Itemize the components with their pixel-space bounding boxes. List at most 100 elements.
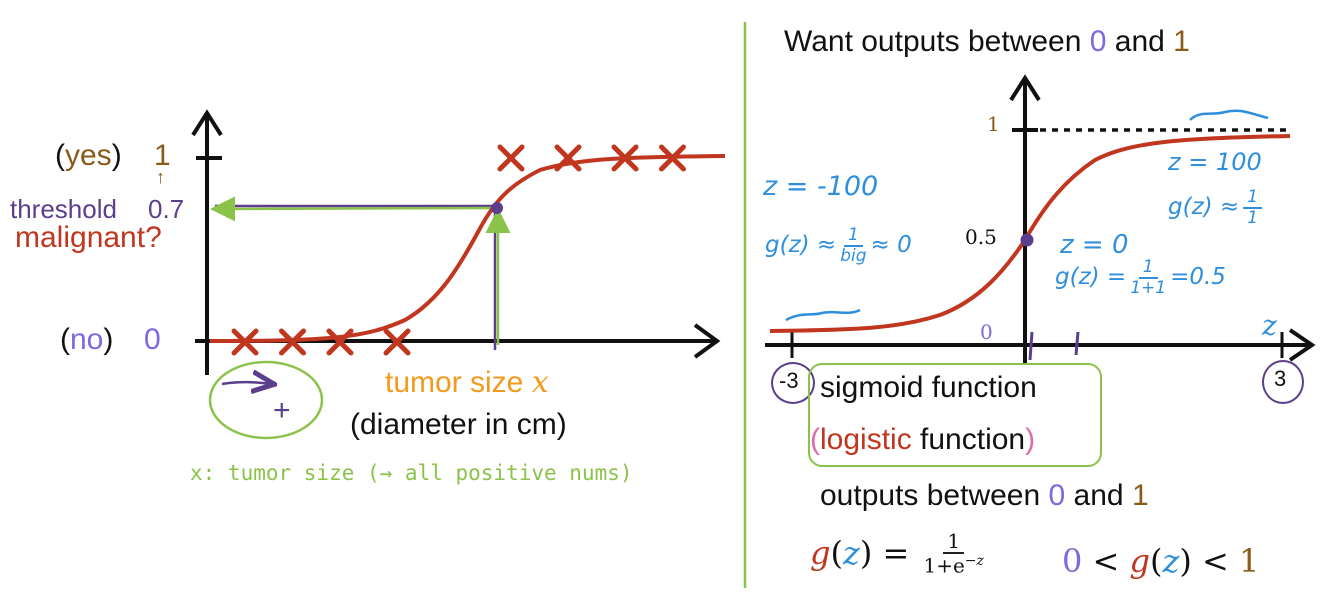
yes-value: 1 [154,139,171,172]
outputs-zero: 0 [1048,479,1066,512]
z-zero-note: z = 0 [1060,230,1129,260]
g-zero-right: =0.5 [1170,264,1226,291]
sigmoid-box [808,363,1102,467]
tumor-size-note: x: tumor size (→ all positive nums) [190,461,633,485]
g-pos-den: 1 [1247,207,1259,228]
positive-arrow [221,382,272,384]
sigmoid-midpoint [1020,233,1034,247]
left-logistic-curve [209,154,726,343]
title-pre: Want outputs between [784,25,1090,58]
yes-open: ( [55,139,65,172]
g-neg-left: g(z) ≈ [765,232,837,259]
g-neg-note: g(z) ≈ 1 big ≈ 0 [765,226,912,265]
threshold-point [491,202,503,214]
axis-z-label: z [1262,309,1277,342]
g-neg-num: 1 [843,226,863,247]
left-x-arrowhead [693,323,721,359]
neg3-circle [771,362,815,404]
g-zero-num: 1 [1138,258,1158,279]
threshold-value: 0.7 [148,194,185,224]
tick-one-label: 1 [987,112,1000,136]
formula-den-base: 1+e [923,553,965,578]
purple-tick-1 [1074,331,1080,356]
threshold-label: threshold [10,194,117,224]
g-neg-right: ≈ 0 [870,232,912,259]
purple-tick-0 [1028,331,1034,361]
formula-den-exp: −z [964,553,984,569]
no-value: 0 [144,323,161,356]
formula-paren-open: ( [830,534,843,573]
xlabel-units: (diameter in cm) [350,408,567,441]
g-neg-fraction: 1 big [840,226,866,265]
cross-no-1 [279,328,306,356]
outputs-one: 1 [1131,479,1149,512]
range-g: g [1129,542,1150,580]
formula-g: g [810,534,831,573]
pos3-label: 3 [1274,366,1287,391]
g-zero-fraction: 1 1+1 [1130,258,1166,297]
g-pos-num: 1 [1243,188,1263,209]
formula-den: 1+e−z [923,553,984,578]
cross-no-0 [231,328,259,356]
cross-yes-1 [554,144,582,172]
range-zero: 0 [1062,542,1083,580]
formula-eq: = [872,534,920,573]
outputs-and: and [1065,479,1132,512]
formula-z: z [842,534,860,573]
sigmoid-formula: g(z) = 1 1+e−z [810,530,988,577]
yes-label: (yes) [55,141,122,171]
formula-num: 1 [943,530,965,554]
g-zero-left: g(z) = [1055,264,1127,291]
right-title: Want outputs between 0 and 1 [784,27,1190,57]
right-x-arrowhead [1288,328,1316,362]
z-neg100-note: z = -100 [763,171,879,202]
outputs-pre: outputs between [820,479,1049,512]
range-z: z [1162,542,1180,580]
cross-no-3 [383,328,411,356]
range-one: 1 [1238,542,1260,580]
logistic-label: (logistic function) [810,425,1035,455]
g-zero-note: g(z) = 1 1+1 =0.5 [1055,258,1226,297]
right-y-arrowhead [1009,74,1041,102]
right-axes [765,74,1316,365]
z-100-note: z = 100 [1168,148,1262,176]
logistic-close: ) [1025,423,1036,456]
range-close: ) [1179,542,1192,580]
no-label: (no) [60,325,113,355]
g-pos-left: g(z) ≈ [1168,194,1240,221]
plus-sign: + [273,394,291,427]
xlabel-tumor-size: tumor size x [385,368,549,398]
positive-region-circle [208,360,324,440]
left-y-arrowhead [191,109,223,137]
xlabel-var: x [531,365,549,400]
neg3-label: -3 [779,368,799,393]
left-axes [191,109,721,375]
no-close: ) [103,323,114,356]
threshold-horizontal-green [210,196,498,222]
range-inequality: 0 < g(z) < 1 [1062,545,1259,577]
cross-no-2 [326,328,354,356]
title-zero: 0 [1089,25,1107,58]
cross-yes-3 [659,144,686,172]
logistic-open: ( [810,423,820,456]
logistic-word: logistic [820,423,912,456]
cross-yes-0 [497,144,525,172]
scribble-right [1189,109,1269,121]
g-neg-den: big [840,245,867,266]
formula-paren-close: ) [859,534,873,573]
formula-fraction: 1 1+e−z [923,530,983,577]
logistic-rest: function [911,423,1026,456]
range-lt1: < [1082,542,1130,580]
malignant-label: malignant? [15,221,162,254]
no-open: ( [60,323,70,356]
title-and: and [1106,25,1174,58]
yes-close: ) [111,139,122,172]
xlabel-word: tumor size [385,366,532,399]
sigmoid-label: sigmoid function [820,371,1037,404]
range-open: ( [1150,542,1163,580]
no-word: no [70,323,104,356]
outputs-line: outputs between 0 and 1 [820,481,1149,511]
